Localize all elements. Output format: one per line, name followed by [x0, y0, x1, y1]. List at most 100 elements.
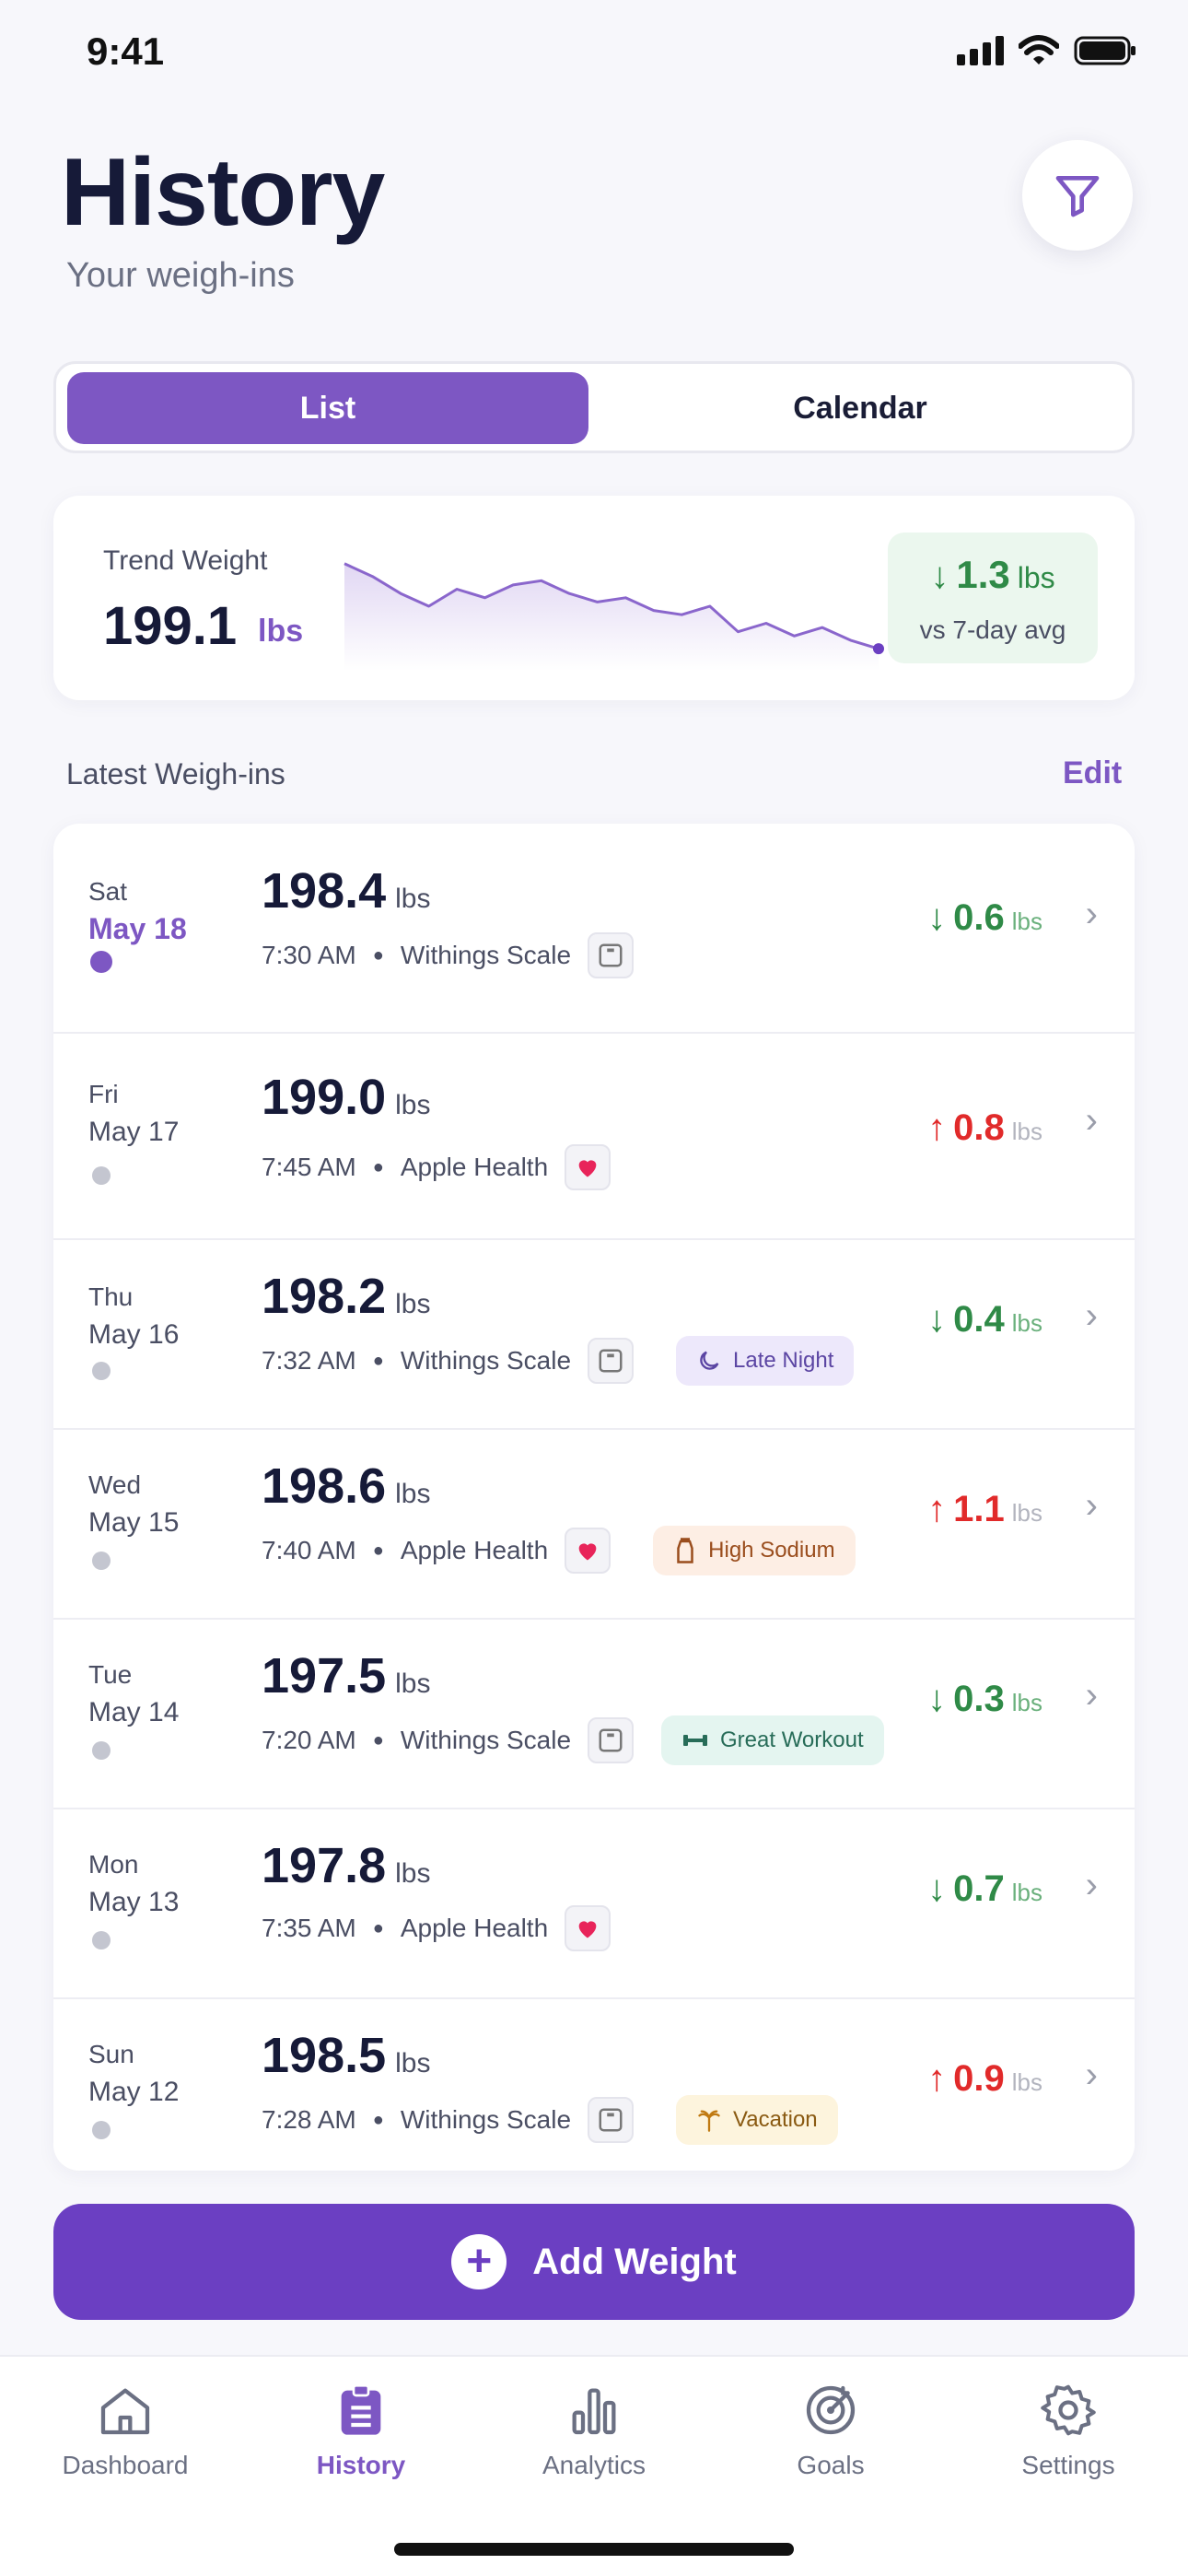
row-weight: 198.2 lbs [262, 1269, 431, 1324]
row-dot [92, 1931, 111, 1950]
weigh-in-row[interactable]: Tue May 14 197.5 lbs 7:20 AM ● Withings Sc… [53, 1620, 1135, 1809]
row-day: Thu [88, 1282, 134, 1311]
row-time: 7:28 AM [262, 2105, 356, 2134]
weigh-in-row[interactable]: Thu May 16 198.2 lbs 7:32 AM ● Withings Sc… [53, 1240, 1135, 1430]
view-toggle: List Calendar [53, 361, 1135, 453]
page-subtitle: Your weigh-ins [66, 256, 295, 295]
row-meta: 7:40 AM ● Apple Health High Sodium [262, 1526, 856, 1575]
row-change: ↓ 0.6 lbs [927, 897, 1042, 938]
selected-dot [90, 951, 112, 973]
status-time: 9:41 [87, 29, 165, 73]
add-weight-button[interactable]: + Add Weight [53, 2204, 1135, 2320]
tab-goals[interactable]: Goals [729, 2381, 932, 2480]
weigh-in-row[interactable]: Mon May 13 197.8 lbs 7:35 AM ● Apple Healt… [53, 1809, 1135, 1999]
add-weight-label: Add Weight [532, 2241, 737, 2282]
wifi-icon [1019, 35, 1059, 64]
tab-bar: Dashboard History Analytics Goals Settin… [0, 2355, 1188, 2576]
chevron-right-icon: › [1085, 1865, 1098, 1905]
tab-history[interactable]: History [260, 2381, 462, 2480]
trend-label: Trend Weight [103, 545, 268, 576]
row-day: Sat [88, 877, 128, 906]
row-date: May 14 [88, 1697, 180, 1727]
row-time: 7:30 AM [262, 941, 356, 969]
arrow-down-icon: ↓ [927, 897, 947, 938]
weigh-in-row[interactable]: Sat May 18 198.4 lbs 7:30 AM ● Withings Sc… [53, 824, 1135, 1034]
sparkline-endpoint [873, 643, 884, 655]
row-day: Fri [88, 1080, 119, 1108]
tab-analytics[interactable]: Analytics [493, 2381, 695, 2480]
row-day: Tue [88, 1660, 133, 1689]
heart-icon [565, 1905, 611, 1951]
row-dot [92, 1166, 111, 1185]
filter-button[interactable] [1022, 140, 1133, 251]
row-time: 7:40 AM [262, 1536, 356, 1564]
row-day: Wed [88, 1470, 142, 1499]
weigh-in-list: Sat May 18 198.4 lbs 7:30 AM ● Withings Sc… [53, 824, 1135, 2171]
arrow-up-icon: ↑ [927, 1107, 947, 1148]
arrow-down-icon: ↓ [930, 556, 949, 596]
scale-icon [588, 2097, 635, 2143]
row-weight: 198.4 lbs [262, 863, 431, 919]
row-dot [92, 1362, 111, 1380]
heart-icon [565, 1528, 611, 1574]
row-day: Mon [88, 1850, 139, 1879]
tab-dashboard[interactable]: Dashboard [24, 2381, 227, 2480]
tag-high-sodium: High Sodium [653, 1526, 856, 1575]
tag-great-workout: Great Workout [661, 1715, 884, 1765]
status-bar: 9:41 [0, 0, 1188, 111]
arrow-down-icon: ↓ [927, 1679, 947, 1719]
row-weight: 197.5 lbs [262, 1648, 431, 1704]
sparkline-area [344, 563, 879, 671]
trend-delta-caption: vs 7-day avg [919, 615, 1066, 644]
trend-value: 199.1 [103, 596, 238, 656]
row-source: Withings Scale [400, 1726, 572, 1754]
weigh-in-row[interactable]: Sun May 12 198.5 lbs 7:28 AM ● Withings Sc… [53, 1999, 1135, 2171]
trend-unit: lbs [258, 614, 304, 649]
row-weight: 197.8 lbs [262, 1838, 431, 1893]
row-date: May 12 [88, 2077, 180, 2107]
weigh-in-row[interactable]: Fri May 17 199.0 lbs 7:45 AM ● Apple Healt… [53, 1034, 1135, 1240]
scale-icon [588, 1717, 635, 1763]
row-meta: 7:32 AM ● Withings Scale Late Night [262, 1336, 855, 1386]
trend-sparkline [344, 562, 884, 671]
trend-delta-unit: lbs [1017, 561, 1055, 594]
row-change: ↓ 0.7 lbs [927, 1868, 1042, 1909]
section-title: Latest Weigh-ins [66, 757, 285, 790]
trend-delta-value: 1.3 [956, 553, 1010, 596]
row-source: Apple Health [400, 1536, 549, 1564]
trend-weight-card[interactable]: Trend Weight 199.1 lbs ↓ 1.3 lbs vs 7-da… [53, 496, 1135, 700]
tab-settings[interactable]: Settings [967, 2381, 1170, 2480]
dumbbell-icon [683, 1735, 708, 1746]
row-dot [92, 1551, 111, 1570]
chevron-right-icon: › [1085, 1295, 1098, 1336]
chevron-right-icon: › [1085, 894, 1098, 934]
clipboard-icon [341, 2384, 381, 2435]
sparkline-line [344, 562, 879, 650]
salt-shaker-icon [677, 1538, 693, 1563]
row-change: ↓ 0.4 lbs [927, 1299, 1042, 1340]
plus-icon: + [451, 2234, 507, 2289]
row-time: 7:20 AM [262, 1726, 356, 1754]
list-view-tab[interactable]: List [67, 372, 588, 444]
trend-delta-badge: ↓ 1.3 lbs vs 7-day avg [888, 533, 1098, 663]
weigh-in-row[interactable]: Wed May 15 198.6 lbs 7:40 AM ● Apple Healt… [53, 1430, 1135, 1620]
row-date: May 17 [88, 1117, 180, 1147]
row-dot [92, 2121, 111, 2139]
edit-button[interactable]: Edit [1063, 755, 1123, 790]
chevron-right-icon: › [1085, 1675, 1098, 1715]
target-icon [806, 2385, 856, 2435]
cellular-signal-icon [957, 36, 1004, 65]
row-meta: 7:30 AM ● Withings Scale [262, 932, 635, 978]
gear-icon [1041, 2384, 1096, 2436]
row-weight: 198.5 lbs [262, 2028, 431, 2083]
row-meta: 7:45 AM ● Apple Health [262, 1144, 611, 1190]
calendar-view-tab[interactable]: Calendar [793, 390, 927, 426]
tag-late-night: Late Night [676, 1336, 855, 1386]
row-change: ↑ 0.9 lbs [927, 2058, 1042, 2099]
row-date: May 18 [88, 912, 187, 945]
row-source: Withings Scale [400, 2105, 572, 2134]
row-day: Sun [88, 2040, 134, 2068]
row-change: ↓ 0.3 lbs [927, 1679, 1042, 1719]
status-icons [957, 35, 1138, 66]
scale-icon [588, 1338, 635, 1384]
